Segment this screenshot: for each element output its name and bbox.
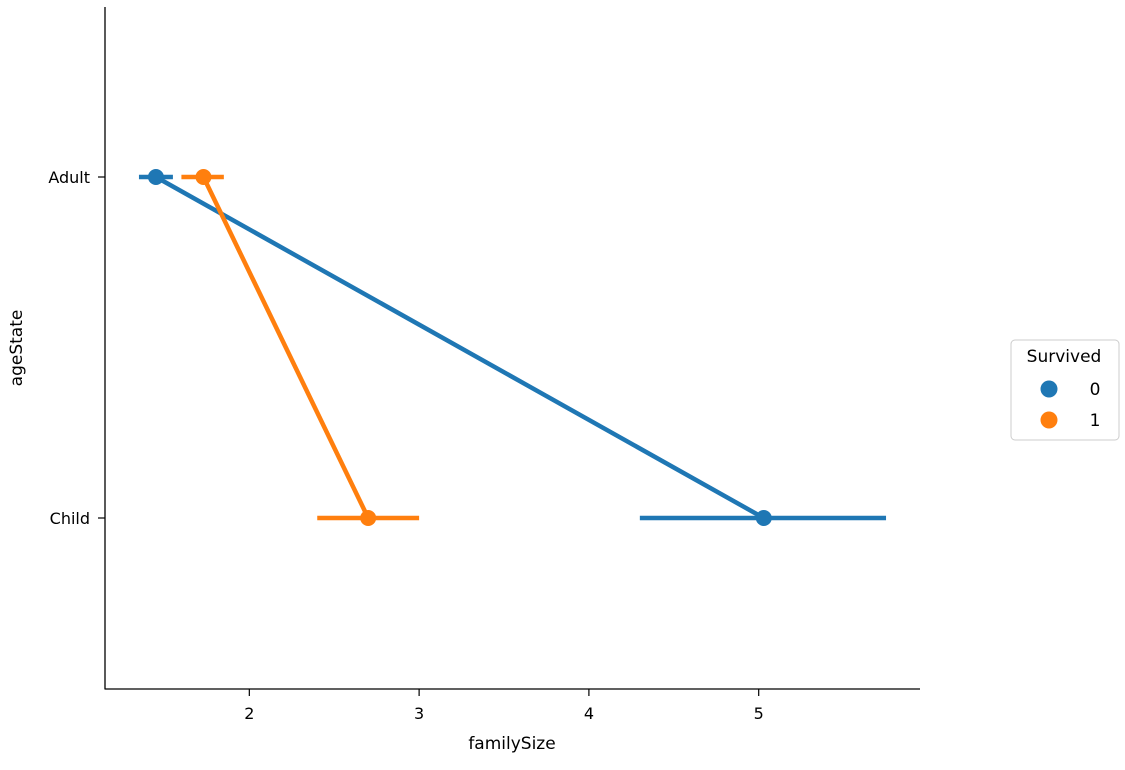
data-point (360, 510, 377, 526)
x-tick-label: 5 (754, 704, 764, 723)
y-tick-label: Child (50, 509, 90, 528)
x-axis-ticks: 2 3 4 5 (244, 689, 764, 723)
x-tick-label: 2 (244, 704, 254, 723)
axes (104, 7, 920, 690)
legend-title: Survived (1027, 347, 1102, 367)
y-axis-label: ageState (7, 310, 27, 387)
series-1 (181, 169, 420, 526)
series-0 (138, 169, 887, 526)
y-tick-label: Adult (48, 168, 90, 187)
legend-items: 01 (1040, 380, 1101, 431)
legend-marker (1040, 380, 1058, 398)
x-axis-label: familySize (468, 734, 555, 754)
legend-label: 0 (1090, 380, 1101, 400)
data-point (195, 169, 212, 185)
data-point (755, 510, 772, 526)
series-line (201, 176, 371, 519)
legend-marker (1040, 411, 1058, 429)
legend-frame (1010, 339, 1120, 441)
y-axis-ticks: Adult Child (48, 168, 105, 528)
legend-label: 1 (1090, 411, 1101, 431)
x-tick-label: 3 (414, 704, 424, 723)
data-point (147, 169, 164, 185)
legend: Survived 01 (1010, 339, 1120, 441)
plot-area (138, 169, 887, 526)
x-tick-label: 4 (584, 704, 594, 723)
series-line (154, 175, 765, 520)
